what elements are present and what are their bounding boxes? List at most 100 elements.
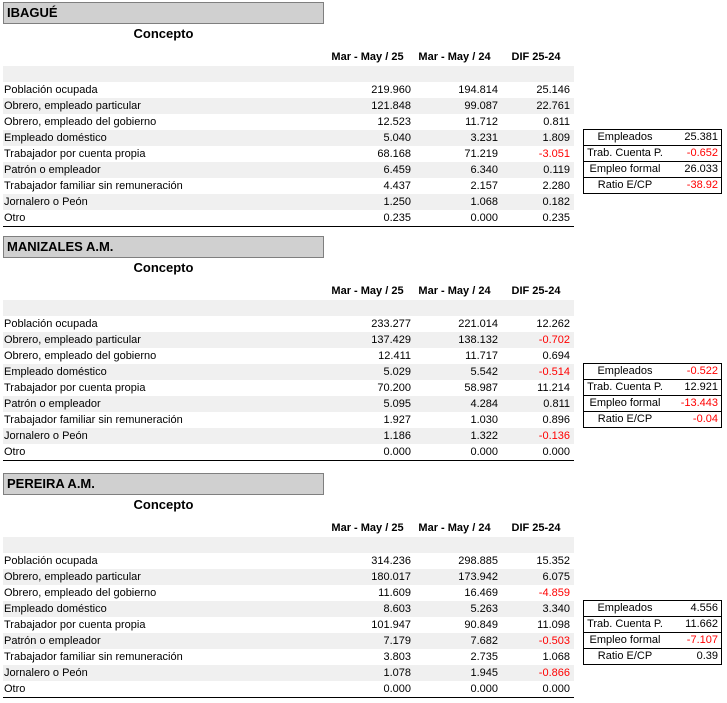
table-row[interactable]: Obrero, empleado del gobierno 12.411 11.71…	[3, 348, 574, 364]
cell-v3: 11.098	[537, 619, 570, 631]
cell-v2: 5.542	[470, 366, 498, 378]
table-row[interactable]: Jornalero o Peón 1.186 1.322 -0.136	[3, 428, 574, 444]
table-row[interactable]: Población ocupada 219.960 194.814 25.146	[3, 82, 574, 98]
cell-v1: 3.803	[383, 651, 411, 663]
column-header[interactable]: Mar - May / 25	[324, 519, 411, 538]
column-header[interactable]: Mar - May / 24	[411, 519, 498, 538]
summary-row[interactable]: Empleados 4.556	[583, 600, 722, 617]
table-row[interactable]: Obrero, empleado del gobierno 12.523 11.71…	[3, 114, 574, 130]
section-title[interactable]: MANIZALES A.M.	[3, 236, 324, 258]
row-label: Otro	[4, 212, 26, 224]
summary-row[interactable]: Empleo formal -13.443	[583, 395, 722, 412]
concepto-header[interactable]: Concepto	[133, 260, 194, 275]
cell-v3: 0.694	[542, 350, 570, 362]
table-row[interactable]: Empleado doméstico 5.040 3.231 1.809	[3, 130, 574, 146]
cell-v3: 3.340	[542, 603, 570, 615]
summary-key: Trab. Cuenta P.	[583, 616, 666, 633]
summary-row[interactable]: Ratio E/CP 0.39	[583, 648, 722, 665]
table-row[interactable]: Trabajador por cuenta propia 68.168 71.219…	[3, 146, 574, 162]
spacer-row[interactable]	[3, 537, 574, 553]
row-label: Jornalero o Peón	[4, 430, 88, 442]
summary-row[interactable]: Trab. Cuenta P. 11.662	[583, 616, 722, 633]
cell-v2: 1.945	[470, 667, 498, 679]
table-bottom-border	[3, 460, 574, 461]
cell-v3: 1.068	[542, 651, 570, 663]
summary-key: Empleados	[583, 600, 666, 617]
column-header[interactable]: DIF 25-24	[498, 48, 574, 67]
table-row[interactable]: Obrero, empleado del gobierno 11.609 16.46…	[3, 585, 574, 601]
table-row[interactable]: Trabajador por cuenta propia 101.947 90.84…	[3, 617, 574, 633]
table-row[interactable]: Otro 0.000 0.000 0.000	[3, 444, 574, 460]
concepto-header[interactable]: Concepto	[133, 497, 194, 512]
summary-row[interactable]: Ratio E/CP -38.92	[583, 177, 722, 194]
cell-v1: 180.017	[371, 571, 411, 583]
summary-row[interactable]: Empleo formal 26.033	[583, 161, 722, 178]
table-row[interactable]: Obrero, empleado particular 180.017 173.94…	[3, 569, 574, 585]
row-label: Jornalero o Peón	[4, 667, 88, 679]
cell-v1: 4.437	[383, 180, 411, 192]
column-header[interactable]: Mar - May / 25	[324, 48, 411, 67]
concepto-header[interactable]: Concepto	[133, 26, 194, 41]
column-header[interactable]: Mar - May / 24	[411, 48, 498, 67]
table-row[interactable]: Patrón o empleador 7.179 7.682 -0.503	[3, 633, 574, 649]
table-row[interactable]: Otro 0.235 0.000 0.235	[3, 210, 574, 226]
table-row[interactable]: Jornalero o Peón 1.250 1.068 0.182	[3, 194, 574, 210]
cell-v1: 5.029	[383, 366, 411, 378]
cell-v3: 0.235	[542, 212, 570, 224]
cell-v2: 1.322	[470, 430, 498, 442]
row-label: Trabajador por cuenta propia	[4, 382, 146, 394]
summary-value: -0.522	[666, 363, 722, 380]
section-title[interactable]: PEREIRA A.M.	[3, 473, 324, 495]
cell-v3: 6.075	[542, 571, 570, 583]
cell-v3: 0.811	[543, 398, 570, 410]
summary-row[interactable]: Trab. Cuenta P. -0.652	[583, 145, 722, 162]
summary-row[interactable]: Ratio E/CP -0.04	[583, 411, 722, 428]
table-row[interactable]: Patrón o empleador 6.459 6.340 0.119	[3, 162, 574, 178]
cell-v2: 2.157	[470, 180, 498, 192]
summary-value: -0.652	[666, 145, 722, 162]
table-row[interactable]: Trabajador familiar sin remuneración 1.92…	[3, 412, 574, 428]
table-row[interactable]: Empleado doméstico 8.603 5.263 3.340	[3, 601, 574, 617]
cell-v2: 7.682	[470, 635, 498, 647]
row-label: Obrero, empleado del gobierno	[4, 587, 157, 599]
column-header[interactable]: Mar - May / 25	[324, 282, 411, 301]
cell-v3: 25.146	[536, 84, 570, 96]
cell-v1: 0.235	[383, 212, 411, 224]
summary-row[interactable]: Trab. Cuenta P. 12.921	[583, 379, 722, 396]
column-header[interactable]: DIF 25-24	[498, 519, 574, 538]
cell-v2: 0.000	[470, 212, 498, 224]
table-row[interactable]: Otro 0.000 0.000 0.000	[3, 681, 574, 697]
table-row[interactable]: Población ocupada 233.277 221.014 12.262	[3, 316, 574, 332]
row-label: Obrero, empleado particular	[4, 571, 141, 583]
summary-row[interactable]: Empleados 25.381	[583, 129, 722, 146]
table-row[interactable]: Trabajador por cuenta propia 70.200 58.987…	[3, 380, 574, 396]
summary-value: -0.04	[666, 411, 722, 428]
cell-v3: -0.514	[538, 366, 570, 378]
table-row[interactable]: Trabajador familiar sin remuneración 3.80…	[3, 649, 574, 665]
spacer-row[interactable]	[3, 300, 574, 316]
cell-v3: 15.352	[536, 555, 570, 567]
table-row[interactable]: Trabajador familiar sin remuneración 4.43…	[3, 178, 574, 194]
table-row[interactable]: Patrón o empleador 5.095 4.284 0.811	[3, 396, 574, 412]
summary-key: Ratio E/CP	[583, 648, 666, 665]
cell-v3: -0.866	[538, 667, 570, 679]
table-row[interactable]: Jornalero o Peón 1.078 1.945 -0.866	[3, 665, 574, 681]
summary-row[interactable]: Empleados -0.522	[583, 363, 722, 380]
table-row[interactable]: Empleado doméstico 5.029 5.542 -0.514	[3, 364, 574, 380]
summary-key: Ratio E/CP	[583, 177, 666, 194]
column-header[interactable]: Mar - May / 24	[411, 282, 498, 301]
spacer-row[interactable]	[3, 66, 574, 82]
summary-key: Empleo formal	[583, 632, 666, 649]
column-header[interactable]: DIF 25-24	[498, 282, 574, 301]
section-title[interactable]: IBAGUÉ	[3, 2, 324, 24]
summary-row[interactable]: Empleo formal -7.107	[583, 632, 722, 649]
table-row[interactable]: Población ocupada 314.236 298.885 15.352	[3, 553, 574, 569]
cell-v1: 1.250	[383, 196, 411, 208]
cell-v1: 7.179	[383, 635, 411, 647]
cell-v2: 11.712	[465, 116, 498, 128]
table-row[interactable]: Obrero, empleado particular 137.429 138.13…	[3, 332, 574, 348]
row-label: Jornalero o Peón	[4, 196, 88, 208]
table-row[interactable]: Obrero, empleado particular 121.848 99.087…	[3, 98, 574, 114]
row-label: Obrero, empleado particular	[4, 334, 141, 346]
cell-v2: 1.030	[470, 414, 498, 426]
